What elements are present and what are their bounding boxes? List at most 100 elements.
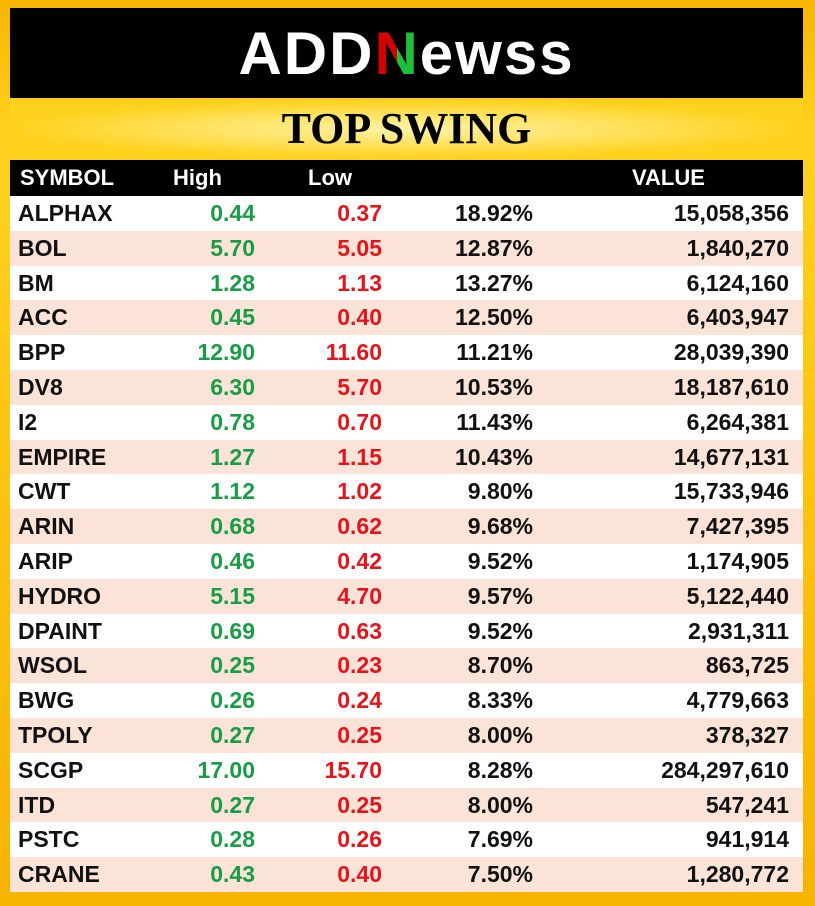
value-cell: 1,840,270 xyxy=(686,234,789,261)
symbol-cell: HYDRO xyxy=(18,582,102,609)
high-cell: 0.44 xyxy=(210,200,255,226)
logo-mark: N xyxy=(374,19,420,87)
column-header: SYMBOL xyxy=(20,165,115,190)
table-row: DV8 6.30 5.70 10.53% 18,187,610 xyxy=(10,369,803,405)
percent-cell: 8.00% xyxy=(467,791,533,818)
high-cell: 0.27 xyxy=(210,791,255,818)
symbol-cell: SCGP xyxy=(18,756,84,783)
value-cell: 6,124,160 xyxy=(686,269,789,296)
table-row: WSOL 0.25 0.23 8.70% 863,725 xyxy=(10,648,803,684)
table-row: DPAINT 0.69 0.63 9.52% 2,931,311 xyxy=(10,613,803,649)
percent-cell: 8.33% xyxy=(467,687,533,714)
low-cell: 0.63 xyxy=(337,617,382,644)
table-body: ALPHAX 0.44 0.37 18.92% 15,058,356 BOL 5.70 5.0… xyxy=(10,196,803,892)
table-row: CRANE 0.43 0.40 7.50% 1,280,772 xyxy=(10,857,803,892)
high-cell: 0.68 xyxy=(210,513,255,540)
column-header: VALUE xyxy=(632,165,705,190)
symbol-cell: PSTC xyxy=(18,826,80,853)
value-cell: 4,779,663 xyxy=(686,687,789,714)
low-cell: 1.15 xyxy=(337,443,382,470)
column-header: Low xyxy=(308,165,352,190)
percent-cell: 8.70% xyxy=(467,652,533,679)
value-cell: 863,725 xyxy=(705,652,789,679)
table-row: ACC 0.45 0.40 12.50% 6,403,947 xyxy=(10,300,803,336)
title: TOP SWING xyxy=(10,100,803,158)
value-cell: 547,241 xyxy=(705,791,789,818)
low-cell: 0.25 xyxy=(337,721,382,748)
table-row: BOL 5.70 5.05 12.87% 1,840,270 xyxy=(10,230,803,266)
percent-cell: 11.43% xyxy=(456,408,533,435)
value-cell: 284,297,610 xyxy=(661,756,789,783)
value-cell: 941,914 xyxy=(705,826,789,853)
percent-cell: 9.68% xyxy=(467,513,533,540)
table-row: SCGP 17.00 15.70 8.28% 284,297,610 xyxy=(10,752,803,788)
table-row: BM 1.28 1.13 13.27% 6,124,160 xyxy=(10,265,803,301)
symbol-cell: CWT xyxy=(18,478,71,505)
low-cell: 0.26 xyxy=(337,826,382,853)
value-cell: 2,931,311 xyxy=(687,617,789,644)
table-row: ARIN 0.68 0.62 9.68% 7,427,395 xyxy=(10,509,803,544)
symbol-cell: ARIP xyxy=(18,547,73,574)
symbol-cell: DPAINT xyxy=(18,617,102,644)
high-cell: 0.78 xyxy=(210,408,255,435)
low-cell: 0.42 xyxy=(337,547,382,574)
low-cell: 0.40 xyxy=(337,304,382,331)
low-cell: 0.70 xyxy=(337,408,382,435)
percent-cell: 12.50% xyxy=(454,304,533,331)
value-cell: 1,280,772 xyxy=(686,861,789,888)
percent-cell: 8.28% xyxy=(467,756,533,783)
high-cell: 0.27 xyxy=(210,721,255,748)
column-header: High xyxy=(173,165,222,190)
value-cell: 15,733,946 xyxy=(673,478,789,505)
logo-text: ADD xyxy=(238,19,375,87)
symbol-cell: ARIN xyxy=(18,513,75,540)
symbol-cell: BOL xyxy=(18,234,67,261)
table-header: SYMBOL High Low VALUE xyxy=(10,160,803,196)
table-row: BPP 12.90 11.60 11.21% 28,039,390 xyxy=(10,335,803,370)
table-row: PSTC 0.28 0.26 7.69% 941,914 xyxy=(10,822,803,858)
high-cell: 1.28 xyxy=(210,269,255,296)
low-cell: 1.02 xyxy=(337,478,382,505)
logo-text: ewss xyxy=(419,19,575,87)
value-cell: 15,058,356 xyxy=(673,200,789,226)
value-cell: 5,122,440 xyxy=(686,582,789,609)
table-row: CWT 1.12 1.02 9.80% 15,733,946 xyxy=(10,474,803,510)
value-cell: 1,174,905 xyxy=(686,547,789,574)
table-row: ITD 0.27 0.25 8.00% 547,241 xyxy=(10,787,803,823)
high-cell: 0.28 xyxy=(210,826,255,853)
percent-cell: 18.92% xyxy=(454,200,533,226)
percent-cell: 9.52% xyxy=(467,617,533,644)
high-cell: 6.30 xyxy=(210,373,255,400)
table-row: ALPHAX 0.44 0.37 18.92% 15,058,356 xyxy=(10,196,803,231)
high-cell: 5.70 xyxy=(210,234,255,261)
symbol-cell: ITD xyxy=(18,791,56,818)
high-cell: 17.00 xyxy=(197,756,255,783)
low-cell: 5.05 xyxy=(337,234,382,261)
low-cell: 0.37 xyxy=(337,200,382,226)
symbol-cell: CRANE xyxy=(18,861,100,888)
symbol-cell: WSOL xyxy=(18,652,87,679)
table-row: EMPIRE 1.27 1.15 10.43% 14,677,131 xyxy=(10,439,803,475)
value-cell: 18,187,610 xyxy=(673,373,789,400)
low-cell: 5.70 xyxy=(337,373,382,400)
high-cell: 0.25 xyxy=(210,652,255,679)
high-cell: 0.69 xyxy=(210,617,255,644)
value-cell: 14,677,131 xyxy=(673,443,789,470)
value-cell: 7,427,395 xyxy=(686,513,789,540)
high-cell: 1.27 xyxy=(210,443,255,470)
low-cell: 0.24 xyxy=(337,687,382,714)
percent-cell: 7.69% xyxy=(467,826,533,853)
percent-cell: 9.57% xyxy=(467,582,533,609)
percent-cell: 10.53% xyxy=(454,373,533,400)
percent-cell: 11.21% xyxy=(456,339,533,366)
symbol-cell: DV8 xyxy=(18,373,63,400)
symbol-cell: BPP xyxy=(18,339,66,366)
high-cell: 0.46 xyxy=(210,547,255,574)
low-cell: 15.70 xyxy=(324,756,382,783)
percent-cell: 9.52% xyxy=(467,547,533,574)
high-cell: 12.90 xyxy=(197,339,255,366)
symbol-cell: EMPIRE xyxy=(18,443,107,470)
value-cell: 6,264,381 xyxy=(686,408,789,435)
